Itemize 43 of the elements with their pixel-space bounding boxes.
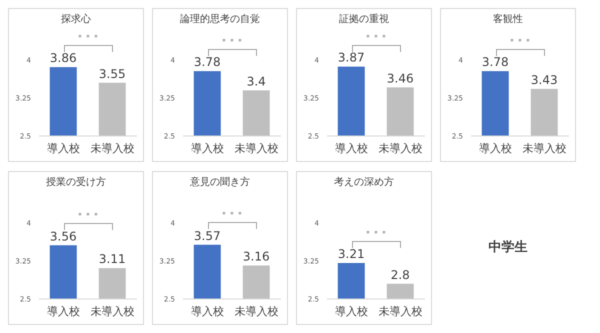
data-label: 2.8 [390,267,410,282]
x-tick-label: 未導入校 [522,142,566,155]
data-label: 3.46 [386,71,414,86]
x-tick-label: 未導入校 [234,304,278,318]
x-tick-label: 導入校 [47,304,80,318]
data-label: 3.16 [242,249,270,264]
data-label: 3.56 [50,228,77,243]
chart-title: 論理的思考の自覚 [180,13,260,26]
text: ＊＊＊ [75,33,101,44]
x-tick-label: 未導入校 [378,142,422,155]
x-tick-label: 導入校 [191,304,224,318]
annotation: ＊＊＊ [363,228,389,239]
x-tick-label: 導入校 [335,142,368,155]
data-label: 3.78 [194,55,221,70]
chart-title: 客観性 [493,13,523,26]
text: ＊＊＊ [507,37,533,48]
x-tick-label: 導入校 [47,142,80,155]
data-label: 3.4 [246,74,266,88]
text: ＊＊＊ [363,32,389,43]
data-label: 3.78 [482,55,509,70]
chart-title: 授業の受け方 [46,176,106,188]
text: ＊＊＊ [75,210,101,221]
data-label: 3.57 [194,228,221,242]
data-label: 3.55 [98,66,126,81]
data-label: 3.11 [98,252,126,266]
x-tick-label: 導入校 [335,304,368,318]
text: ＊＊＊ [219,37,245,48]
x-tick-label: 未導入校 [90,304,134,318]
data-label: 3.86 [50,51,77,66]
data-label: 3.21 [338,246,365,261]
x-tick-label: 未導入校 [378,304,422,318]
x-tick-label: 導入校 [191,142,224,155]
x-tick-label: 導入校 [479,142,512,155]
chart-title: 考えの深め方 [334,176,394,188]
chart-title: 探求心 [61,13,91,26]
data-label: 3.43 [530,72,558,87]
text: ＊＊＊ [219,210,245,220]
x-tick-label: 未導入校 [90,142,134,155]
x-tick-label: 未導入校 [234,142,278,155]
chart-title: 証拠の重視 [339,13,389,26]
data-label: 3.87 [338,50,365,65]
text: 中学生 [488,240,528,255]
chart-title: 意見の聞き方 [190,176,250,188]
